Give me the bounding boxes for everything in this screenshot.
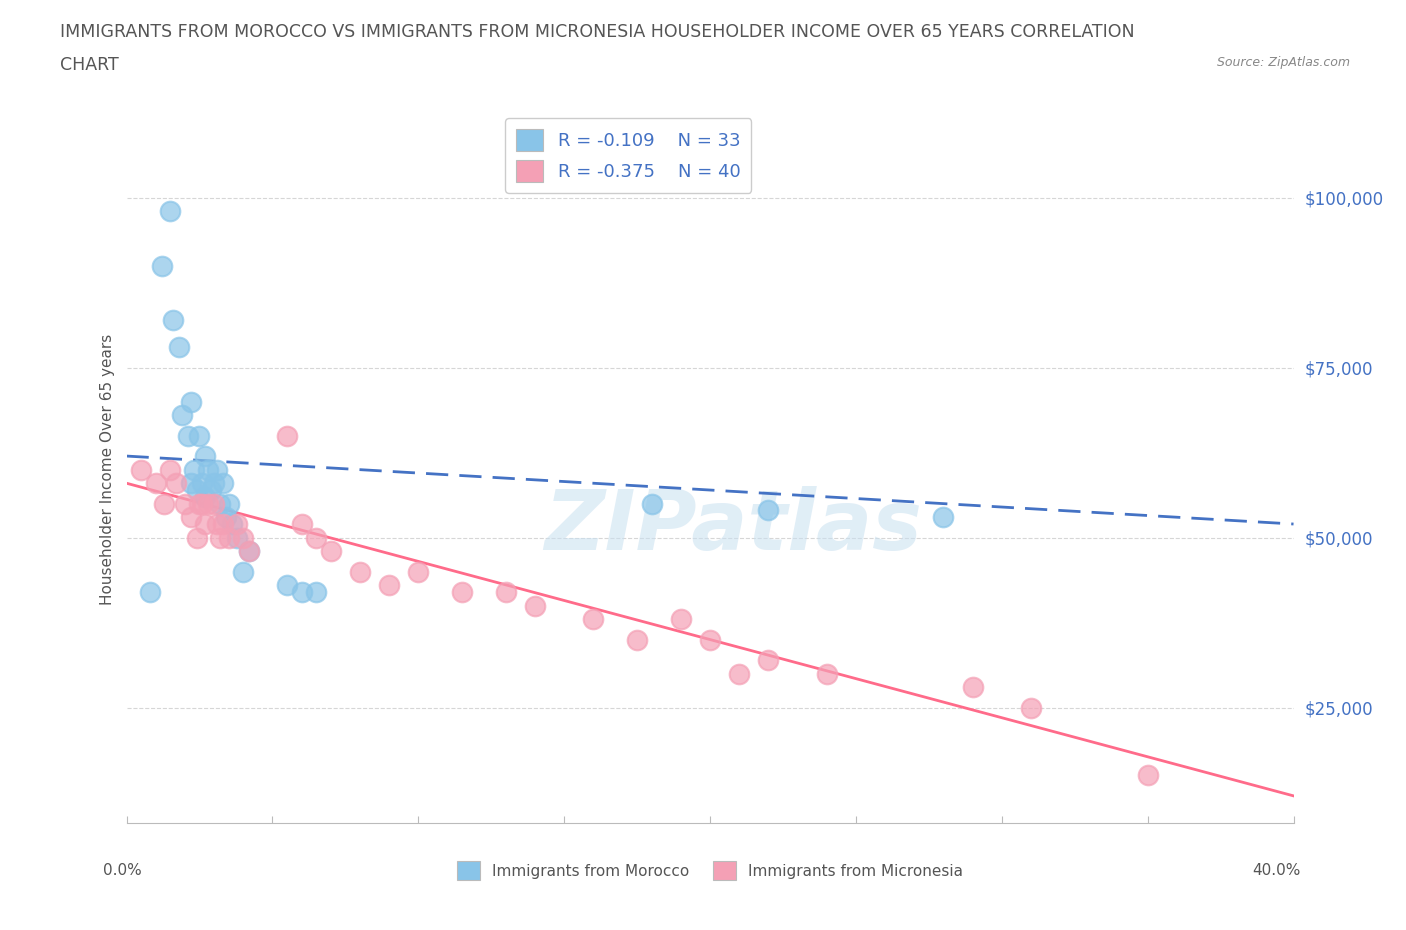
Point [197,462,219,477]
Point [177,428,200,443]
Text: 0.0%: 0.0% [103,863,142,878]
Point [218,497,240,512]
Point [932,510,955,525]
Point [180,476,202,491]
Point [197,497,219,512]
Point [194,516,217,531]
Point [139,585,162,600]
Point [378,578,401,592]
Point [186,483,208,498]
Point [962,680,984,695]
Point [756,503,779,518]
Point [408,565,430,579]
Text: Source: ZipAtlas.com: Source: ZipAtlas.com [1216,56,1350,69]
Point [276,428,298,443]
Point [349,565,371,579]
Point [174,497,197,512]
Point [180,394,202,409]
Point [191,476,214,491]
Point [669,612,692,627]
Point [626,632,648,647]
Legend: Immigrants from Morocco, Immigrants from Micronesia: Immigrants from Morocco, Immigrants from… [451,856,969,886]
Point [699,632,721,647]
Text: CHART: CHART [60,56,120,73]
Point [238,544,260,559]
Point [211,516,233,531]
Point [211,476,233,491]
Point [159,462,181,477]
Point [238,544,260,559]
Point [221,516,243,531]
Point [290,585,312,600]
Point [215,510,238,525]
Point [495,585,517,600]
Text: IMMIGRANTS FROM MOROCCO VS IMMIGRANTS FROM MICRONESIA HOUSEHOLDER INCOME OVER 65: IMMIGRANTS FROM MOROCCO VS IMMIGRANTS FR… [60,23,1135,41]
Point [208,530,231,545]
Point [150,259,173,273]
Text: ZIPatlas: ZIPatlas [544,485,922,566]
Point [208,497,231,512]
Point [165,476,187,491]
Point [305,530,328,545]
Point [162,312,184,327]
Point [188,497,211,512]
Point [194,448,217,463]
Point [180,510,202,525]
Point [305,585,328,600]
Point [202,497,225,512]
Point [226,530,249,545]
Point [524,598,547,613]
Point [582,612,605,627]
Point [202,476,225,491]
Point [186,530,208,545]
Point [1019,700,1042,715]
Point [153,497,176,512]
Point [232,530,254,545]
Point [319,544,342,559]
Point [756,653,779,668]
Point [815,666,838,681]
Point [191,497,214,512]
Point [226,516,249,531]
Point [205,516,228,531]
Point [451,585,474,600]
Point [167,339,190,354]
Point [200,483,222,498]
Point [194,489,217,504]
Point [232,565,254,579]
Point [640,497,664,512]
Y-axis label: Householder Income Over 65 years: Householder Income Over 65 years [100,334,115,605]
Point [205,462,228,477]
Text: 40.0%: 40.0% [1253,863,1301,878]
Point [1136,768,1159,783]
Point [290,516,312,531]
Point [276,578,298,592]
Point [728,666,751,681]
Point [183,462,205,477]
Point [129,462,152,477]
Point [218,530,240,545]
Point [159,204,181,219]
Point [145,476,167,491]
Point [188,428,211,443]
Point [170,408,193,423]
